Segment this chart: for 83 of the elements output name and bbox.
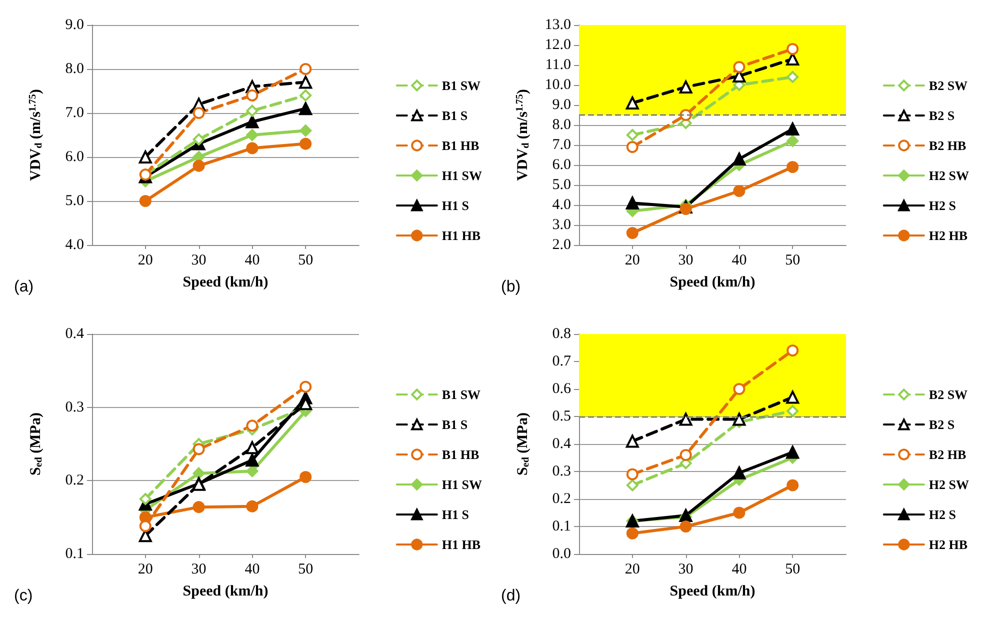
x-tick-label: 50 [785, 252, 800, 268]
x-tick-label: 20 [624, 562, 640, 578]
legend-label: H1 HB [442, 228, 481, 243]
x-tick-label: 30 [678, 252, 694, 268]
y-tick-label: 7.0 [552, 137, 571, 153]
y-axis-title: VDVd (m/s1.75) [514, 89, 532, 181]
legend-label: B1 SW [442, 387, 481, 402]
legend-label: H2 HB [928, 228, 968, 243]
x-axis-title: Speed (km/h) [670, 274, 756, 290]
x-tick-label: 30 [191, 562, 206, 578]
x-tick-label: 40 [732, 562, 747, 578]
y-axis-title: VDVd (m/s1.75) [28, 89, 44, 181]
y-tick-label: 4.0 [552, 197, 571, 213]
legend-label: H2 SW [928, 168, 969, 183]
y-tick-label: 3.0 [552, 217, 571, 233]
legend-label: B2 HB [928, 447, 966, 462]
y-tick-label: 8.0 [552, 117, 571, 133]
text: (b) [501, 278, 521, 296]
x-tick-label: 20 [624, 252, 640, 268]
x-tick-label: 40 [244, 252, 260, 268]
legend-label: B1 HB [442, 138, 480, 153]
y-tick-label: 0.4 [65, 326, 84, 342]
y-axis-title: Sed (MPa) [515, 412, 532, 476]
text: (d) [501, 588, 521, 604]
legend-label: B2 S [928, 108, 955, 123]
text: (c) [14, 588, 33, 604]
y-tick-label: 0.5 [552, 408, 571, 424]
legend-label: H1 S [442, 507, 469, 522]
text: (a) [14, 278, 34, 296]
legend-label: H1 SW [442, 477, 482, 492]
y-tick-label: 9.0 [65, 17, 84, 33]
x-tick-label: 50 [785, 562, 800, 578]
y-tick-label: 0.4 [552, 436, 572, 452]
y-tick-label: 0.3 [552, 464, 571, 480]
y-tick-label: 13.0 [544, 17, 571, 33]
y-tick-label: 11.0 [545, 57, 571, 73]
y-tick-label: 0.1 [65, 546, 84, 562]
x-tick-label: 30 [191, 252, 206, 268]
x-axis-title: Speed (km/h) [670, 584, 756, 600]
legend-label: H2 SW [928, 477, 969, 492]
y-tick-label: 0.0 [552, 546, 571, 562]
y-tick-label: 2.0 [552, 237, 571, 253]
y-tick-label: 0.7 [552, 354, 572, 370]
legend-label: H2 HB [928, 537, 968, 552]
y-tick-label: 8.0 [65, 61, 84, 77]
y-tick-label: 9.0 [552, 97, 571, 113]
legend-label: H2 S [928, 198, 956, 213]
x-tick-label: 30 [678, 562, 694, 578]
legend-label: B1 HB [442, 447, 480, 462]
legend-label: B2 HB [928, 138, 966, 153]
legend-label: B1 SW [442, 78, 481, 93]
y-tick-label: 0.1 [552, 518, 571, 534]
legend-label: B2 S [928, 417, 955, 432]
y-axis-title: Sed (MPa) [28, 412, 44, 476]
y-tick-label: 7.0 [65, 105, 84, 121]
y-tick-label: 12.0 [544, 37, 571, 53]
y-tick-label: 6.0 [552, 157, 571, 173]
y-tick-label: 10.0 [544, 77, 571, 93]
y-tick-label: 6.0 [65, 149, 84, 165]
y-tick-label: 0.6 [552, 381, 572, 397]
x-axis-title: Speed (km/h) [182, 584, 268, 600]
y-tick-label: 0.2 [552, 491, 571, 507]
legend-label: B1 S [442, 417, 468, 432]
y-tick-label: 0.8 [552, 326, 571, 342]
x-tick-label: 20 [138, 562, 153, 578]
y-tick-label: 0.2 [65, 472, 84, 489]
legend-label: H1 S [442, 198, 469, 213]
x-tick-label: 40 [732, 252, 747, 268]
legend-label: B2 SW [928, 387, 968, 402]
y-tick-label: 5.0 [552, 177, 571, 193]
legend-label: B2 SW [928, 78, 968, 93]
y-tick-label: 0.3 [65, 399, 84, 416]
x-tick-label: 50 [298, 252, 314, 268]
legend-label: H2 S [928, 507, 956, 522]
x-tick-label: 40 [244, 562, 260, 578]
x-axis-title: Speed (km/h) [182, 274, 268, 290]
legend-label: H1 SW [442, 168, 482, 183]
x-tick-label: 20 [138, 252, 153, 268]
y-tick-label: 5.0 [65, 193, 84, 209]
legend-label: H1 HB [442, 537, 481, 552]
x-tick-label: 50 [298, 562, 314, 578]
legend-label: B1 S [442, 108, 468, 123]
y-tick-label: 4.0 [65, 237, 84, 253]
